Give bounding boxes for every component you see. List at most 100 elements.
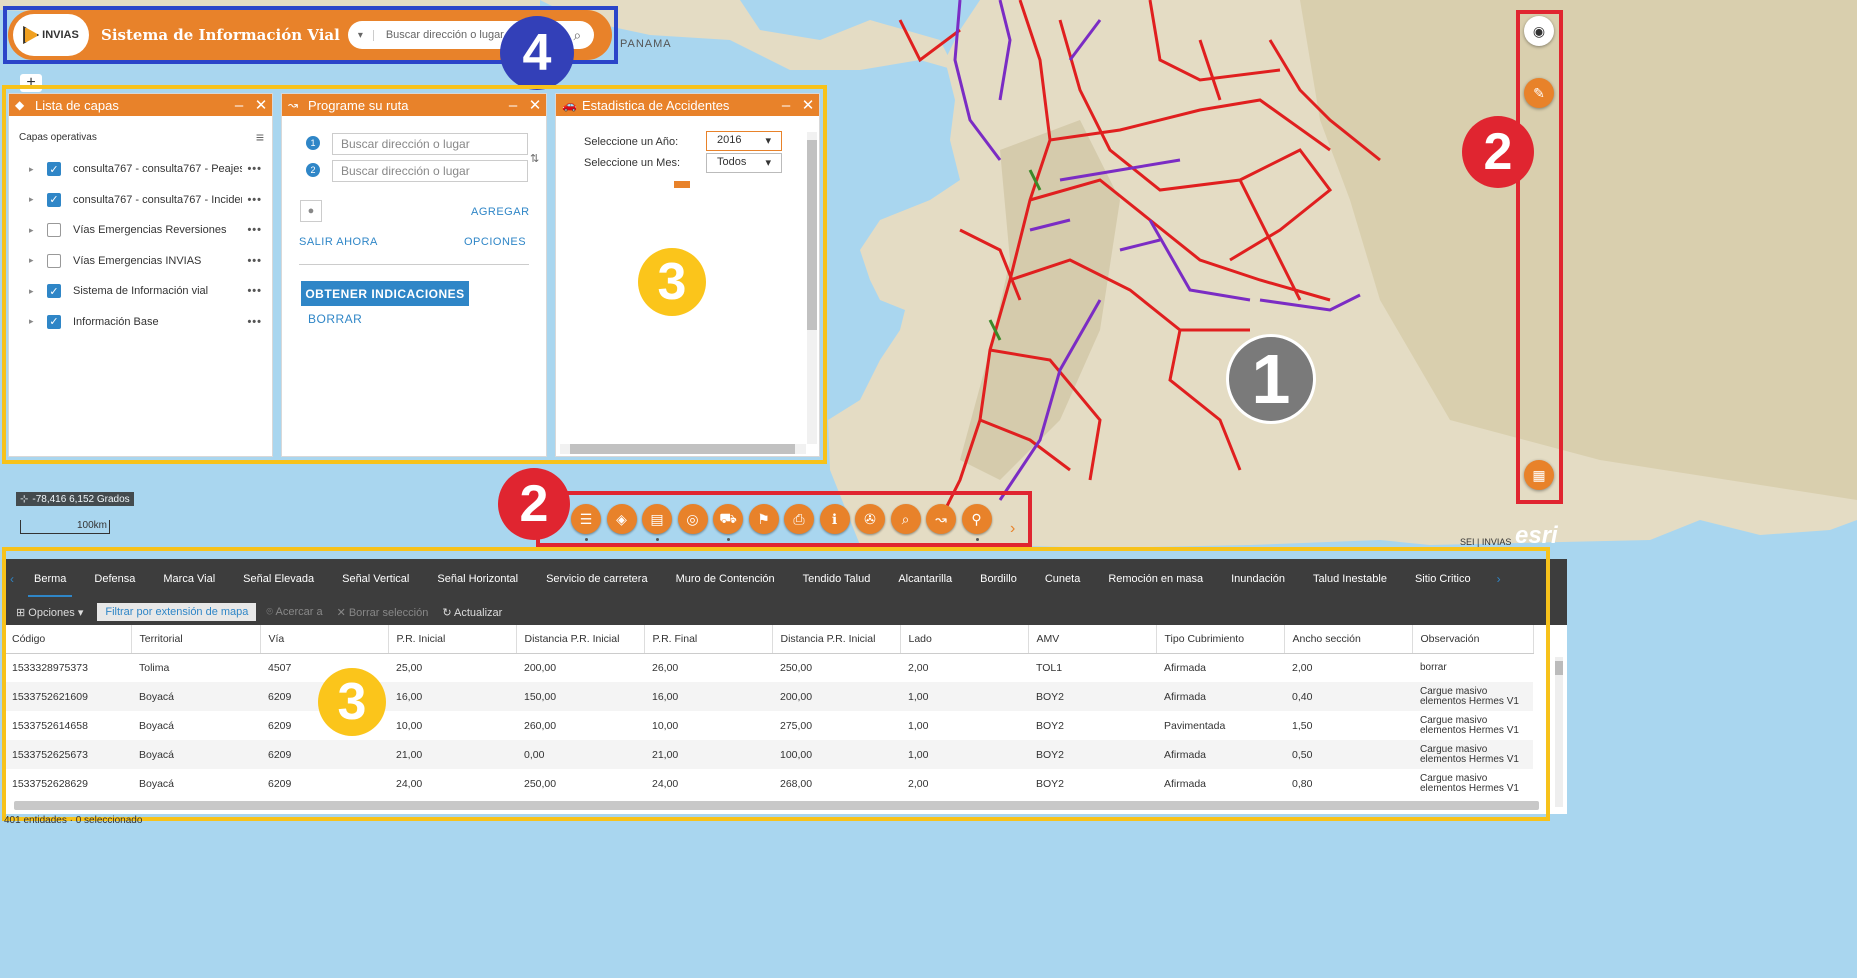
tab-alcantarilla[interactable]: Alcantarilla: [898, 573, 953, 585]
route-stop-1-input[interactable]: Buscar dirección o lugar: [332, 133, 528, 155]
tabs-prev-icon[interactable]: ‹: [10, 572, 14, 586]
column-header[interactable]: P.R. Inicial: [388, 625, 517, 654]
column-header[interactable]: Territorial: [131, 625, 261, 654]
table-row[interactable]: 1533328975373 Tolima 4507 25,00 200,00 26,00 2…: [4, 653, 1533, 682]
zoom-in-button[interactable]: +: [20, 74, 42, 92]
more-options-icon[interactable]: •••: [247, 163, 262, 175]
tab-talud-inestable[interactable]: Talud Inestable: [1312, 573, 1387, 585]
expand-icon[interactable]: ▸: [29, 224, 34, 235]
route-stop-2-input[interactable]: Buscar dirección o lugar: [332, 160, 528, 182]
layer-visibility-checkbox[interactable]: ✓: [47, 314, 61, 329]
tab-señal-vertical[interactable]: Señal Vertical: [342, 573, 410, 585]
more-options-icon[interactable]: •••: [247, 285, 262, 297]
more-options-icon[interactable]: •••: [247, 315, 262, 328]
location-icon[interactable]: ◎: [677, 504, 708, 534]
tab-sitio-critico[interactable]: Sitio Critico: [1414, 573, 1471, 585]
layer-visibility-checkbox[interactable]: [47, 253, 61, 268]
clear-selection-button[interactable]: ✕ Borrar selección: [336, 606, 429, 619]
more-options-icon[interactable]: •••: [247, 224, 262, 236]
close-icon[interactable]: ✕: [528, 97, 542, 114]
search-zoom-icon[interactable]: ⌕: [890, 504, 921, 534]
column-header[interactable]: Vía: [260, 625, 389, 654]
route-options-link[interactable]: OPCIONES: [464, 236, 527, 248]
table-row[interactable]: 1533752625673 Boyacá 6209 21,00 0,00 21,00 100…: [4, 740, 1533, 769]
filter-by-extent-button[interactable]: Filtrar por extensión de mapa: [97, 603, 257, 621]
tab-berma[interactable]: Berma: [20, 559, 80, 599]
tabs-next-icon[interactable]: ›: [1496, 572, 1501, 586]
table-row[interactable]: 1533752621609 Boyacá 6209 16,00 150,00 16,00 2…: [4, 682, 1533, 711]
route-pin-icon[interactable]: ●: [300, 200, 322, 222]
layers-icon[interactable]: ◈: [606, 504, 637, 534]
column-header[interactable]: Observación: [1412, 625, 1534, 654]
print-icon[interactable]: ⎙: [784, 504, 814, 534]
close-icon[interactable]: ✕: [254, 97, 268, 114]
tab-señal-horizontal[interactable]: Señal Horizontal: [437, 573, 519, 585]
minimize-icon[interactable]: –: [234, 96, 244, 114]
refresh-button[interactable]: ↻ Actualizar: [442, 606, 502, 619]
column-header[interactable]: Tipo Cubrimiento: [1156, 625, 1285, 654]
tab-servicio-de-carretera[interactable]: Servicio de carretera: [546, 573, 648, 585]
zoom-to-button[interactable]: ⌾ Acercar a: [266, 606, 322, 619]
minimize-icon[interactable]: –: [781, 96, 791, 114]
search-source-dropdown-icon[interactable]: ▾: [348, 29, 374, 41]
clear-route-link[interactable]: BORRAR: [308, 312, 363, 326]
tab-inundación[interactable]: Inundación: [1231, 573, 1285, 585]
widget-grid-icon[interactable]: ▦: [1524, 460, 1554, 490]
layer-item[interactable]: ▸ ✓ consulta767 - consulta767 - Peajes •••: [29, 159, 262, 179]
edit-pencil-icon[interactable]: ✎: [1524, 78, 1554, 108]
table-icon[interactable]: ▤: [642, 504, 672, 534]
tab-tendido-talud[interactable]: Tendido Talud: [802, 573, 871, 585]
column-header[interactable]: Ancho sección: [1284, 625, 1413, 654]
invias-logo[interactable]: INVIAS: [13, 14, 89, 56]
layer-item[interactable]: ▸ ✓ consulta767 - consulta767 - Incidente •…: [29, 190, 262, 210]
get-directions-button[interactable]: OBTENER INDICACIONES: [301, 281, 469, 306]
column-header[interactable]: AMV: [1028, 625, 1157, 654]
column-header[interactable]: Distancia P.R. Inicial: [516, 625, 645, 654]
layer-item[interactable]: ▸ Vías Emergencias INVIAS •••: [29, 251, 262, 271]
bookmark-icon[interactable]: ⚑: [748, 504, 779, 534]
tab-defensa[interactable]: Defensa: [94, 573, 136, 585]
options-menu-button[interactable]: ⊞ Opciones ▾: [16, 606, 84, 619]
column-header[interactable]: Distancia P.R. Inicial: [772, 625, 901, 654]
expand-icon[interactable]: ▸: [29, 285, 34, 296]
eye-icon[interactable]: ◉: [1524, 16, 1554, 46]
info-icon[interactable]: ℹ: [819, 504, 850, 534]
layer-item[interactable]: ▸ ✓ Información Base •••: [29, 312, 262, 332]
layer-item[interactable]: ▸ Vías Emergencias Reversiones •••: [29, 220, 262, 240]
expand-icon[interactable]: ▸: [29, 194, 34, 204]
close-icon[interactable]: ✕: [801, 97, 815, 114]
year-select[interactable]: 2016 ▾: [706, 131, 782, 151]
header-search-input[interactable]: Buscar dirección o lugar: [385, 29, 504, 41]
expand-icon[interactable]: ▸: [29, 316, 34, 326]
expand-icon[interactable]: ▸: [29, 255, 34, 265]
more-options-icon[interactable]: •••: [247, 193, 262, 206]
stats-horizontal-scrollbar[interactable]: [560, 444, 806, 454]
column-header[interactable]: Código: [4, 625, 132, 654]
tab-muro-de-contención[interactable]: Muro de Contención: [675, 573, 775, 585]
table-vertical-scrollbar[interactable]: [1555, 657, 1563, 807]
layer-visibility-checkbox[interactable]: ✓: [47, 284, 61, 298]
layer-visibility-checkbox[interactable]: ✓: [47, 192, 61, 207]
expand-icon[interactable]: ▸: [29, 163, 34, 174]
stats-vertical-scrollbar[interactable]: [807, 132, 817, 444]
toolbar-next-icon[interactable]: ›: [1010, 520, 1016, 537]
tab-cuneta[interactable]: Cuneta: [1044, 573, 1081, 585]
depart-now-link[interactable]: SALIR AHORA: [299, 236, 378, 248]
film-icon[interactable]: ✇: [855, 504, 885, 534]
layer-item[interactable]: ▸ ✓ Sistema de Información vial •••: [29, 281, 262, 301]
table-row[interactable]: 1533752614658 Boyacá 6209 10,00 260,00 10,00 2…: [4, 711, 1533, 740]
column-header[interactable]: Lado: [900, 625, 1029, 654]
swap-stops-icon[interactable]: ⇅: [530, 153, 540, 165]
route-icon[interactable]: ↝: [926, 504, 956, 534]
list-icon[interactable]: ☰: [571, 504, 601, 534]
month-select[interactable]: Todos ▾: [706, 153, 782, 173]
tab-remoción-en-masa[interactable]: Remoción en masa: [1108, 573, 1204, 585]
layers-options-icon[interactable]: ≡: [255, 129, 264, 145]
car-icon[interactable]: ⛟: [713, 504, 743, 534]
layer-visibility-checkbox[interactable]: ✓: [47, 162, 61, 176]
add-stop-link[interactable]: AGREGAR: [471, 206, 530, 218]
tab-señal-elevada[interactable]: Señal Elevada: [243, 573, 315, 585]
table-row[interactable]: 1533752628629 Boyacá 6209 24,00 250,00 24,00 2…: [4, 769, 1533, 798]
tab-marca-vial[interactable]: Marca Vial: [163, 573, 216, 585]
